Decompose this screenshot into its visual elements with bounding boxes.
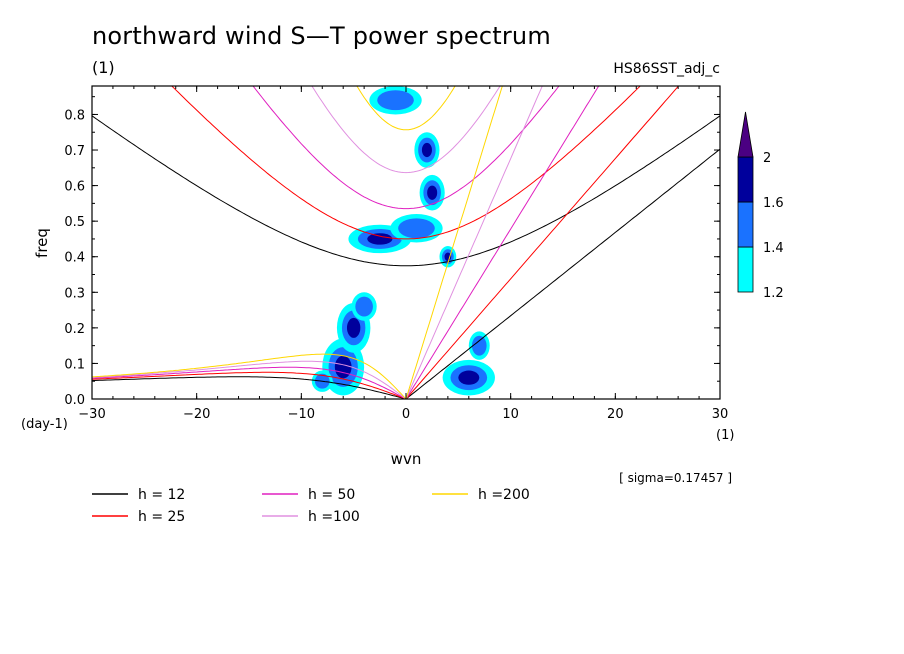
dispersion-kelvin-curve — [405, 86, 543, 399]
y-tick-label: 0.0 — [64, 393, 85, 408]
legend-label: h = 12 — [138, 487, 185, 503]
power-blob — [471, 335, 487, 356]
chart-title: northward wind S—T power spectrum — [92, 22, 551, 50]
x-tick-label: −10 — [288, 407, 315, 422]
x-tick-label: 10 — [502, 407, 519, 422]
y-tick-label: 0.8 — [64, 108, 85, 123]
experiment-label: HS86SST_adj_c — [613, 61, 720, 77]
power-blob — [377, 90, 414, 111]
dispersion-ig-curve — [92, 115, 720, 267]
colorbar-segment — [737, 201, 754, 248]
x-axis: −30 −20 −10 0 10 20 30 — [78, 86, 728, 422]
power-blob — [346, 317, 361, 338]
y-tick-label: 0.2 — [64, 322, 85, 337]
colorbar-label: 1.6 — [763, 196, 784, 211]
legend-label: h =200 — [478, 487, 530, 503]
colorbar-segment — [737, 246, 754, 293]
x-unit: (1) — [716, 428, 734, 443]
dispersion-curves — [92, 86, 720, 399]
dispersion-ig-curve — [311, 86, 501, 174]
y-tick-label: 0.3 — [64, 286, 85, 301]
x-tick-label: −20 — [183, 407, 210, 422]
y-tick-label: 0.4 — [64, 251, 85, 266]
dispersion-rossby-curve — [92, 371, 407, 399]
legend-label: h =100 — [308, 509, 360, 525]
legend: h = 12 h = 25 h = 50 h =100 h =200 — [92, 487, 530, 525]
colorbar: 1.2 1.4 1.6 2 — [737, 111, 784, 301]
dispersion-kelvin-curve — [405, 148, 720, 399]
colorbar-label: 2 — [763, 151, 771, 166]
power-blob — [355, 296, 373, 317]
dispersion-ig-curve — [171, 86, 641, 240]
y-axis: 0.0 0.1 0.2 0.3 0.4 0.5 0.6 0.7 0.8 — [64, 96, 720, 408]
dispersion-rossby-curve — [92, 376, 407, 399]
chart-unit: (1) — [92, 58, 115, 77]
dispersion-ig-curve — [252, 86, 560, 210]
power-blob — [427, 185, 438, 200]
legend-label: h = 50 — [308, 487, 355, 503]
power-blob — [458, 370, 480, 385]
x-tick-label: 30 — [712, 407, 729, 422]
power-blob — [334, 355, 352, 379]
x-axis-label: wvn — [391, 450, 422, 468]
y-tick-label: 0.6 — [64, 180, 85, 195]
y-tick-label: 0.1 — [64, 357, 85, 372]
y-tick-label: 0.7 — [64, 144, 85, 159]
y-unit: (day-1) — [21, 417, 68, 432]
dispersion-rossby-curve — [92, 360, 407, 399]
legend-label: h = 25 — [138, 509, 185, 525]
colorbar-label: 1.4 — [763, 241, 784, 256]
power-shading — [311, 86, 495, 396]
dispersion-rossby-curve — [92, 353, 407, 399]
dispersion-kelvin-curve — [405, 86, 503, 399]
sigma-annotation: [ sigma=0.17457 ] — [619, 471, 732, 485]
y-axis-label: freq — [33, 228, 51, 258]
dispersion-ig-curve — [356, 86, 456, 131]
power-blob — [398, 218, 435, 239]
dispersion-kelvin-curve — [405, 86, 600, 399]
colorbar-label: 1.2 — [763, 286, 784, 301]
x-tick-label: 20 — [607, 407, 624, 422]
y-tick-label: 0.5 — [64, 215, 85, 230]
power-blob — [367, 233, 393, 245]
dispersion-rossby-curve — [92, 366, 407, 399]
colorbar-arrow — [737, 111, 754, 158]
x-tick-label: −30 — [78, 407, 105, 422]
x-tick-label: 0 — [402, 407, 410, 422]
power-blob — [421, 142, 432, 158]
dispersion-kelvin-curve — [405, 86, 680, 399]
colorbar-segment — [737, 156, 754, 203]
